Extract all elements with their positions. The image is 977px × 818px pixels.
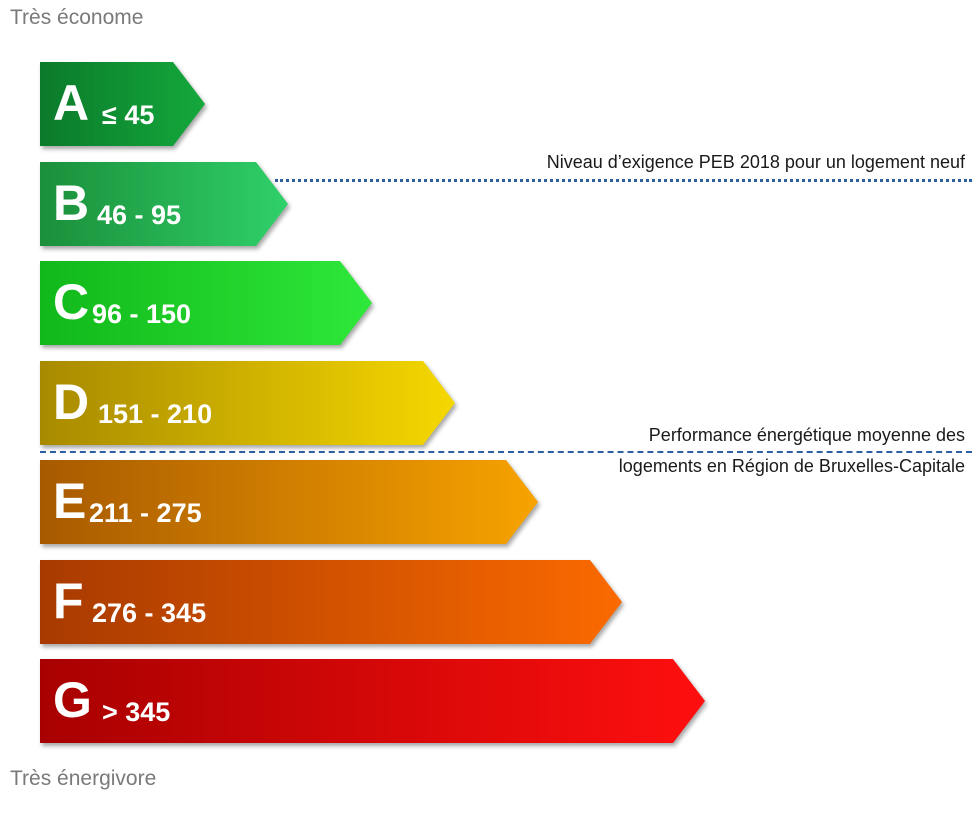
bar-letter-d: D bbox=[53, 374, 90, 430]
bar-range-f: 276 - 345 bbox=[92, 598, 207, 628]
bar-range-a: ≤ 45 bbox=[102, 100, 155, 130]
rating-bar-e: E 211 - 275 bbox=[40, 460, 538, 544]
rating-bar-a: A ≤ 45 bbox=[40, 62, 205, 146]
average-annotation-line-1: Performance énergétique moyenne des bbox=[648, 425, 965, 445]
bar-letter-a: A bbox=[53, 75, 90, 131]
rating-bar-f: F 276 - 345 bbox=[40, 560, 622, 644]
bar-shape-b bbox=[40, 162, 288, 246]
bar-range-e: 211 - 275 bbox=[89, 498, 202, 528]
bar-arrow-g bbox=[40, 659, 705, 743]
label-tres-econome: Très économe bbox=[10, 6, 144, 29]
bar-arrow-c bbox=[40, 261, 372, 345]
bar-arrow-e bbox=[40, 460, 538, 544]
bar-letter-c: C bbox=[53, 274, 90, 330]
bar-shape-d bbox=[40, 361, 455, 445]
peb-2018-reference-line bbox=[275, 179, 972, 182]
average-performance-annotation: Performance énergétique moyenne des loge… bbox=[619, 420, 965, 482]
bar-range-c: 96 - 150 bbox=[92, 299, 192, 329]
bar-range-d: 151 - 210 bbox=[98, 399, 213, 429]
rating-bar-g: G > 345 bbox=[40, 659, 705, 743]
bar-letter-e: E bbox=[53, 473, 87, 529]
bar-arrow-b bbox=[40, 162, 288, 246]
bar-letter-b: B bbox=[53, 175, 90, 231]
bar-range-g: > 345 bbox=[102, 697, 171, 727]
average-performance-reference-line bbox=[40, 451, 972, 453]
average-annotation-line-2: logements en Région de Bruxelles-Capital… bbox=[618, 456, 965, 476]
bar-arrow-f bbox=[40, 560, 622, 644]
bar-shape-g bbox=[40, 659, 705, 743]
rating-bar-c: C 96 - 150 bbox=[40, 261, 372, 345]
rating-bar-b: B 46 - 95 bbox=[40, 162, 288, 246]
bar-shape-c bbox=[40, 261, 372, 345]
bar-shape-e bbox=[40, 460, 538, 544]
bar-letter-g: G bbox=[53, 672, 92, 728]
label-tres-energivore: Très énergivore bbox=[10, 767, 157, 790]
bar-arrow-a bbox=[40, 62, 205, 146]
bar-arrow-d bbox=[40, 361, 455, 445]
peb-2018-annotation: Niveau d’exigence PEB 2018 pour un logem… bbox=[546, 152, 965, 172]
rating-bar-d: D 151 - 210 bbox=[40, 361, 455, 445]
bar-shape-a bbox=[40, 62, 205, 146]
bar-letter-f: F bbox=[53, 573, 84, 629]
bar-range-b: 46 - 95 bbox=[97, 200, 182, 230]
bar-shape-f bbox=[40, 560, 622, 644]
